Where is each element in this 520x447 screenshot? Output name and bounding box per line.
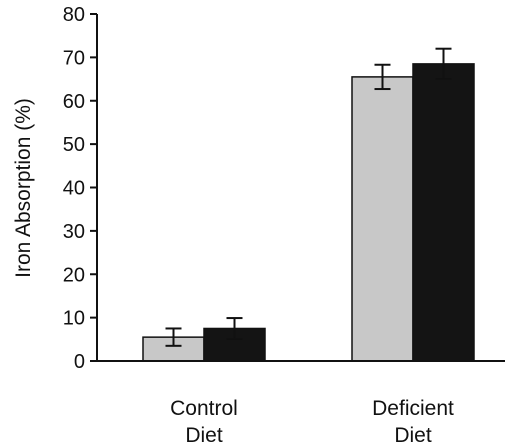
bar bbox=[412, 63, 475, 362]
y-tick-label: 0 bbox=[74, 351, 85, 373]
bars bbox=[142, 47, 475, 362]
bar bbox=[351, 76, 414, 362]
y-tick-label: 60 bbox=[63, 91, 85, 113]
y-tick-label: 10 bbox=[63, 308, 85, 330]
y-tick-label: 20 bbox=[63, 264, 85, 286]
x-category-label: Deficient Diet bbox=[372, 397, 454, 447]
y-tick-label: 80 bbox=[63, 4, 85, 26]
y-axis: 0 10 20 30 40 50 60 70 80 bbox=[63, 4, 98, 373]
x-axis: Control Diet Deficient Diet bbox=[97, 360, 505, 447]
x-category-label: Control Diet bbox=[170, 397, 238, 447]
y-tick-label: 30 bbox=[63, 221, 85, 243]
y-axis-title: Iron Absorption (%) bbox=[12, 98, 35, 278]
y-tick-label: 70 bbox=[63, 47, 85, 69]
y-tick-label: 40 bbox=[63, 178, 85, 200]
y-tick-label: 50 bbox=[63, 134, 85, 156]
